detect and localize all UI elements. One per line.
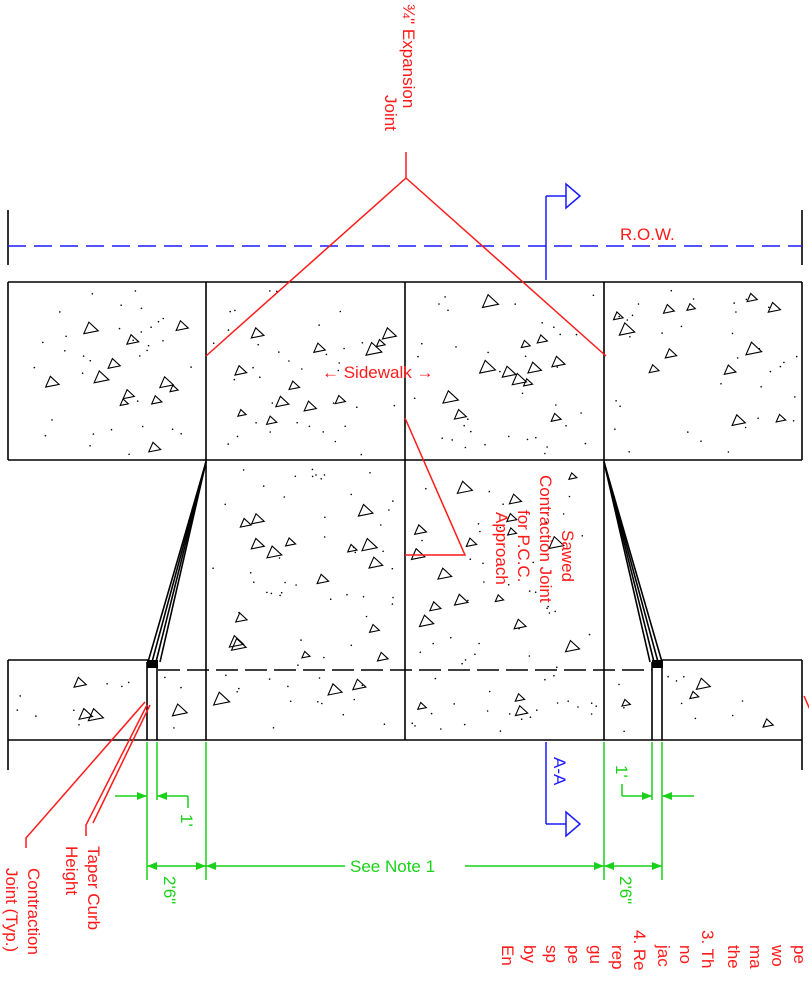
note-line: pe (790, 945, 809, 964)
note-line: 3. Th (698, 930, 717, 968)
contraction-joint-label-line1: Contraction (24, 868, 43, 955)
note-line: the (724, 945, 743, 969)
dimension-arrowheads (137, 792, 672, 870)
annotation-leaders (25, 152, 809, 848)
note-line: En (498, 945, 517, 966)
left-curb-joint-fill (147, 660, 158, 668)
sidewalk-label: ← Sidewalk → (322, 363, 433, 382)
note-line: pe (564, 945, 583, 964)
note-line: by (520, 945, 539, 963)
sawed-joint-label-line2: Contraction Joint (536, 475, 555, 603)
note-line: rep (608, 945, 627, 970)
sawed-joint-label-line4: Approach (492, 512, 511, 585)
sawed-joint-label-line1: Sawed (558, 530, 577, 582)
contraction-joint-label-line2: Joint (Typ.) (2, 868, 21, 952)
dim-right-taper: 2'6" (616, 876, 635, 904)
note-line: sp (542, 945, 561, 963)
note-line: no (676, 945, 695, 964)
row-label: R.O.W. (620, 225, 675, 244)
dim-center-note: See Note 1 (350, 857, 435, 876)
note-line: 4. Re (630, 930, 649, 971)
dim-left-taper: 2'6" (160, 876, 179, 904)
note-line: wo (768, 944, 787, 967)
expansion-joint-label-line2: Joint (381, 95, 400, 131)
note-line: ma (746, 945, 765, 969)
dim-right-offset: 1' (612, 765, 631, 778)
right-curb-joint-fill (652, 660, 663, 668)
sawed-joint-label-line3: for P.C.C. (514, 510, 533, 582)
expansion-joint-label-line1: ¾" Expansion (399, 4, 418, 108)
dim-left-offset: 1' (177, 814, 196, 827)
taper-curb-label-line1: Taper Curb (84, 846, 103, 930)
section-cut-label: A-A (550, 757, 569, 786)
section-cut-bottom-symbol (545, 742, 582, 838)
dimension-lines (115, 742, 694, 880)
slab-outlines (7, 210, 803, 770)
note-line: jac (654, 944, 673, 967)
concrete-stipple-texture (16, 289, 798, 733)
taper-curb-label-line2: Height (62, 846, 81, 895)
section-cut-top-symbol (545, 182, 582, 280)
note-line: gu (586, 945, 605, 964)
